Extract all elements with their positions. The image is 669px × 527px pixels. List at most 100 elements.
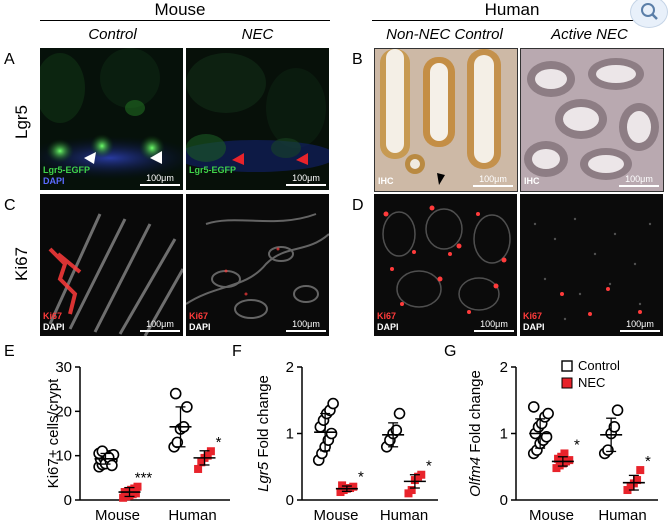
- data-point-nec: [206, 447, 215, 456]
- subheader-human-control: Non-NEC Control: [386, 26, 503, 43]
- y-tick-label: 30: [55, 359, 72, 376]
- lgr5-fluorescence-image: [40, 48, 183, 190]
- ihc-image: [521, 49, 663, 191]
- subheader-mouse-nec: NEC: [241, 26, 274, 43]
- label-dapi: DAPI: [523, 322, 545, 332]
- significance-marker: *: [426, 458, 432, 475]
- ki67-fluorescence-image: [374, 194, 517, 336]
- label-ihc: IHC: [524, 176, 540, 186]
- data-point-nec: [194, 464, 203, 473]
- y-tick-label: 0: [64, 492, 72, 509]
- label-lgr5-egfp: Lgr5-EGFP: [189, 165, 237, 175]
- header-human: Human: [484, 0, 540, 19]
- ihc-image: [375, 49, 517, 191]
- panel-letter-b: B: [352, 51, 363, 68]
- chart-f-lgr5-fold-change: 0 1 2 Mouse Human Lgr5 Fold change * *: [255, 359, 438, 524]
- data-point-control: [542, 407, 554, 420]
- y-axis-label: Lgr5 Fold change: [255, 375, 272, 492]
- data-point-nec: [197, 458, 206, 467]
- data-point-nec: [560, 449, 569, 458]
- legend-swatch-control: [561, 360, 573, 372]
- y-tick-label: 0: [500, 492, 508, 509]
- data-point-nec: [407, 486, 416, 495]
- significance-marker: *: [216, 434, 222, 451]
- label-ki67: Ki67: [189, 311, 209, 321]
- panel-letter-a: A: [4, 51, 15, 68]
- data-point-nec: [565, 456, 574, 465]
- panel-letter-d: D: [352, 197, 364, 214]
- significance-marker: ***: [135, 470, 153, 487]
- x-tick-label: Mouse: [529, 507, 574, 524]
- ki67-fluorescence-image: [186, 194, 329, 336]
- y-axis-label-unit: Fold change: [467, 370, 484, 457]
- data-point-control: [527, 401, 540, 413]
- panel-letter-e: E: [4, 343, 15, 360]
- scale-bar: 100μm: [620, 319, 660, 332]
- micrograph-human-nec-ihc: IHC 100μm: [520, 48, 664, 192]
- micrograph-human-control-ihc: IHC 100μm: [374, 48, 518, 192]
- scale-bar: 100μm: [286, 173, 326, 186]
- label-lgr5-egfp: Lgr5-EGFP: [43, 165, 91, 175]
- data-point-nec: [133, 482, 142, 491]
- data-point-control: [393, 407, 406, 420]
- scale-bar-label: 100μm: [625, 174, 653, 184]
- data-point-nec: [203, 451, 212, 460]
- scale-bar: 100μm: [474, 319, 514, 332]
- x-tick-label: Human: [168, 507, 216, 524]
- y-axis-label-gene: Olfm4: [467, 457, 484, 497]
- header-human-underline: [372, 20, 657, 21]
- significance-marker: *: [574, 436, 580, 453]
- legend-label: Control: [578, 358, 620, 373]
- panel-letter-g: G: [444, 343, 457, 360]
- data-point-control: [602, 444, 614, 456]
- micrograph-human-control-ki67: Ki67 DAPI 100μm: [374, 194, 517, 336]
- label-dapi: DAPI: [189, 322, 211, 332]
- scale-bar-label: 100μm: [292, 173, 320, 183]
- scale-bar-label: 100μm: [480, 319, 508, 329]
- panel-letter-f: F: [232, 343, 242, 360]
- y-tick-label: 20: [55, 403, 72, 420]
- y-tick-label: 1: [500, 426, 508, 443]
- label-ihc: IHC: [378, 176, 394, 186]
- significance-marker: *: [358, 468, 364, 485]
- y-axis-label-unit: Fold change: [255, 375, 272, 462]
- y-tick-label: 1: [286, 426, 294, 443]
- panel-letter-c: C: [4, 197, 16, 214]
- x-tick-label: Human: [598, 507, 646, 524]
- scale-bar: 100μm: [140, 319, 180, 332]
- label-dapi: DAPI: [377, 322, 399, 332]
- scale-bar-label: 100μm: [626, 319, 654, 329]
- data-point-control: [608, 421, 621, 433]
- y-tick-label: 10: [55, 448, 72, 465]
- label-ki67: Ki67: [523, 311, 543, 321]
- data-point-control: [169, 387, 182, 400]
- x-tick-label: Human: [380, 507, 428, 524]
- header-mouse-underline: [40, 20, 330, 21]
- label-ki67: Ki67: [377, 311, 397, 321]
- subheader-human-nec: Active NEC: [551, 26, 628, 43]
- y-tick-label: 0: [286, 492, 294, 509]
- data-point-control: [325, 427, 338, 440]
- subheader-mouse-control: Control: [88, 26, 137, 43]
- scale-bar: 100μm: [286, 319, 326, 332]
- scale-bar-label: 100μm: [479, 174, 507, 184]
- data-point-nec: [349, 482, 358, 491]
- chart-g-olfm4-fold-change: 0 1 2 Mouse Human Olfm4 Fold change * * Control N…: [467, 358, 658, 524]
- x-tick-label: Mouse: [313, 507, 358, 524]
- micrograph-mouse-control-ki67: Ki67 DAPI 100μm: [40, 194, 183, 336]
- scale-bar-label: 100μm: [146, 173, 174, 183]
- data-point-control: [611, 404, 624, 417]
- label-dapi: DAPI: [43, 176, 65, 186]
- data-point-nec: [417, 470, 426, 479]
- zoom-button[interactable]: [630, 0, 668, 28]
- scale-bar-label: 100μm: [146, 319, 174, 329]
- magnifier-icon: [641, 3, 658, 20]
- y-tick-label: 2: [500, 359, 508, 376]
- label-ki67: Ki67: [43, 311, 63, 321]
- y-axis-label: Olfm4 Fold change: [467, 370, 484, 497]
- micrograph-mouse-nec-lgr5: Lgr5-EGFP 100μm: [186, 48, 329, 190]
- row-label-ki67: Ki67: [12, 246, 31, 282]
- data-point-control: [327, 397, 339, 410]
- ki67-fluorescence-image: [40, 194, 183, 336]
- data-point-nec: [338, 481, 347, 490]
